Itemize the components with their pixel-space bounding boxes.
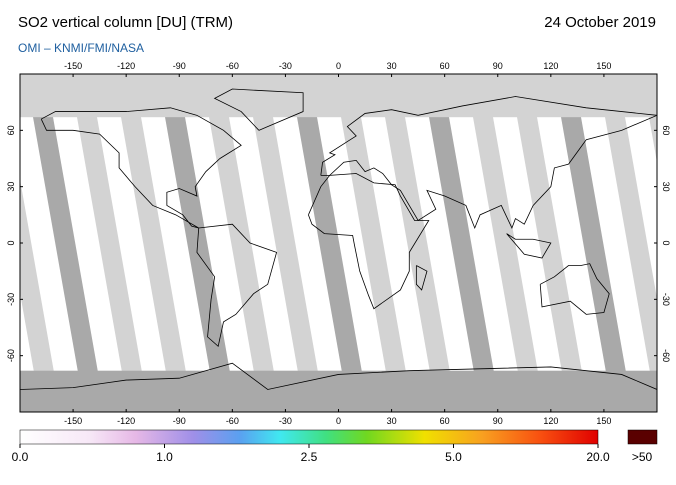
swath-gap bbox=[338, 100, 413, 412]
lon-tick-label-top: 120 bbox=[543, 61, 558, 71]
swath-gap bbox=[558, 100, 633, 412]
lon-tick-label-top: 60 bbox=[440, 61, 450, 71]
polar-north bbox=[20, 74, 657, 118]
lon-tick-label-bottom: -30 bbox=[279, 416, 292, 426]
coastline bbox=[415, 265, 428, 291]
lon-tick-label-top: -60 bbox=[226, 61, 239, 71]
lon-tick-label-top: 30 bbox=[387, 61, 397, 71]
lat-tick-label-left: -60 bbox=[6, 349, 16, 362]
colorbar-label: 1.0 bbox=[156, 450, 173, 464]
lat-tick-label-left: 0 bbox=[6, 240, 16, 245]
lon-tick-label-top: -90 bbox=[173, 61, 186, 71]
swath-gap bbox=[206, 100, 281, 412]
lon-tick-label-top: -120 bbox=[117, 61, 135, 71]
lon-tick-label-bottom: -90 bbox=[173, 416, 186, 426]
colorbar-overflow bbox=[627, 429, 658, 445]
lat-tick-label-right: 30 bbox=[661, 182, 671, 192]
lon-tick-label-bottom: 60 bbox=[440, 416, 450, 426]
lon-tick-label-bottom: 120 bbox=[543, 416, 558, 426]
lon-tick-label-bottom: -150 bbox=[64, 416, 82, 426]
swath-gap bbox=[382, 100, 457, 412]
swath-gap bbox=[470, 100, 545, 412]
swath-gap bbox=[20, 179, 61, 412]
swath-gap bbox=[0, 100, 17, 412]
coastline bbox=[506, 233, 552, 259]
coastline bbox=[196, 223, 278, 348]
lon-tick-label-top: 0 bbox=[336, 61, 341, 71]
lat-tick-label-right: -60 bbox=[661, 349, 671, 362]
lon-tick-label-top: -150 bbox=[64, 61, 82, 71]
lon-tick-label-top: 90 bbox=[493, 61, 503, 71]
source: OMI – KNMI/FMI/NASA bbox=[18, 41, 144, 55]
lon-tick-label-bottom: -120 bbox=[117, 416, 135, 426]
lat-tick-label-left: 30 bbox=[6, 182, 16, 192]
colorbar-label: 5.0 bbox=[445, 450, 462, 464]
swath-gap bbox=[514, 100, 589, 412]
swath-gap bbox=[426, 100, 501, 412]
coastline bbox=[20, 362, 657, 390]
map bbox=[0, 74, 657, 412]
lon-tick-label-bottom: -60 bbox=[226, 416, 239, 426]
lon-tick-label-top: 150 bbox=[596, 61, 611, 71]
coastline bbox=[308, 173, 430, 310]
lat-tick-label-left: -30 bbox=[6, 293, 16, 306]
swath-gap bbox=[294, 100, 369, 412]
swath-gap bbox=[30, 100, 105, 412]
swath-gap bbox=[118, 100, 193, 412]
lat-tick-label-left: 60 bbox=[6, 125, 16, 135]
colorbar-overflow-label: >50 bbox=[632, 450, 653, 464]
colorbar-label: 20.0 bbox=[586, 450, 610, 464]
polar-south bbox=[20, 370, 657, 412]
lon-tick-label-bottom: 90 bbox=[493, 416, 503, 426]
lat-tick-label-right: -30 bbox=[661, 293, 671, 306]
coastline bbox=[213, 88, 304, 131]
title: SO2 vertical column [DU] (TRM) bbox=[18, 14, 233, 31]
swath-gap bbox=[250, 100, 325, 412]
colorbar bbox=[19, 429, 599, 445]
colorbar-label: 2.5 bbox=[301, 450, 318, 464]
lon-tick-label-bottom: 30 bbox=[387, 416, 397, 426]
lat-tick-label-right: 0 bbox=[661, 240, 671, 245]
date: 24 October 2019 bbox=[544, 14, 656, 31]
coastline bbox=[539, 263, 610, 315]
coastline bbox=[40, 107, 242, 229]
lon-tick-label-bottom: 150 bbox=[596, 416, 611, 426]
lon-tick-label-bottom: 0 bbox=[336, 416, 341, 426]
swath-gap bbox=[602, 100, 657, 412]
lat-tick-label-right: 60 bbox=[661, 125, 671, 135]
coastline bbox=[320, 96, 657, 230]
swath-gap bbox=[74, 100, 149, 412]
colorbar-label: 0.0 bbox=[12, 450, 29, 464]
lon-tick-label-top: -30 bbox=[279, 61, 292, 71]
